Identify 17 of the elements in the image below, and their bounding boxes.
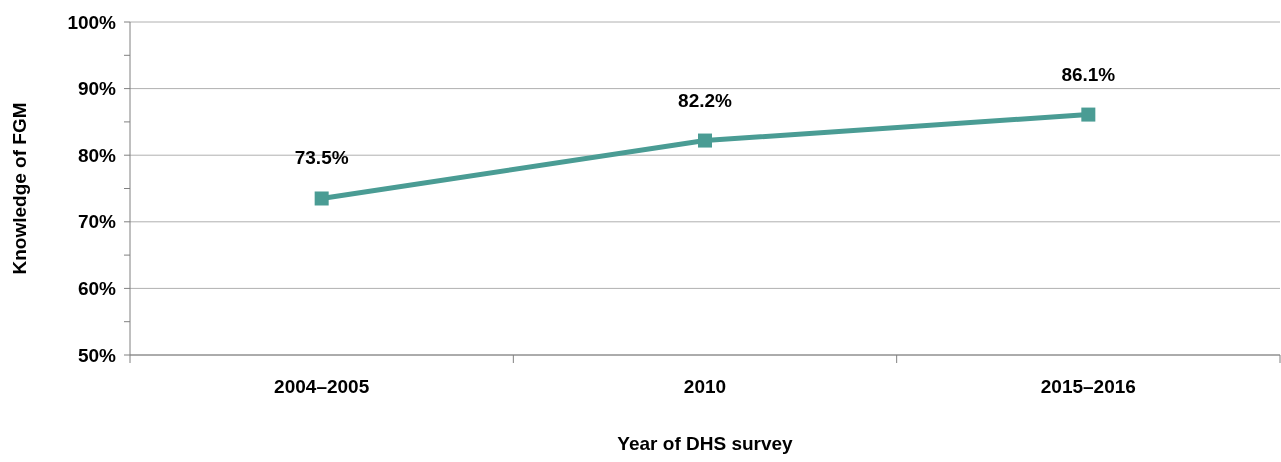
- y-tick-label: 60%: [77, 278, 117, 300]
- data-label: 73.5%: [294, 147, 349, 169]
- y-tick-label: 90%: [77, 78, 117, 100]
- y-tick-label: 50%: [77, 344, 117, 366]
- point: [1081, 107, 1096, 122]
- x-axis-title: Year of DHS survey: [617, 433, 794, 454]
- point: [314, 191, 329, 206]
- y-tick-label: 80%: [77, 144, 117, 166]
- x-tick-label: 2004–2005: [274, 376, 370, 397]
- data-label: 86.1%: [1061, 63, 1116, 85]
- y-axis-title: Knowledge of FGM: [9, 102, 30, 275]
- x-tick-label: 2015–2016: [1040, 376, 1136, 397]
- data-label: 82.2%: [678, 89, 733, 111]
- x-tick-label: 2010: [683, 376, 727, 397]
- y-tick-label: 70%: [77, 211, 117, 233]
- y-tick-label: 100%: [67, 11, 117, 33]
- point: [698, 133, 712, 148]
